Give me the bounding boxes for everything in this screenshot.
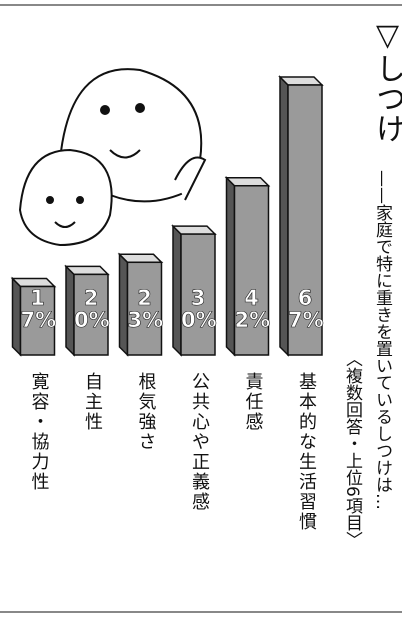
chart-note: 〈複数回答・上位6項目〉: [342, 350, 362, 548]
illustration: [18, 68, 207, 247]
bar-top: [278, 76, 324, 86]
value-label: 23%: [127, 286, 164, 332]
bar: [126, 261, 163, 356]
chart-subtitle: ——家庭で特に重きを置いているしつけは…: [372, 170, 392, 510]
bar-side: [11, 276, 22, 357]
value-label: 30%: [181, 286, 217, 332]
bar-side: [225, 175, 236, 357]
bar-top: [64, 265, 110, 276]
bar-side: [65, 264, 75, 357]
chart-title: ▽しつけ: [370, 18, 402, 143]
x-tick-label: 基本的な生活習慣: [296, 372, 317, 532]
value-label: 42%: [234, 286, 271, 332]
value-label: 17%: [20, 286, 57, 332]
bar: [233, 184, 270, 356]
bar-top: [171, 225, 217, 235]
bar: [73, 273, 109, 356]
x-tick-label: 自主性: [82, 372, 103, 432]
x-tick-label: 責任感: [242, 372, 264, 432]
bar: [19, 285, 56, 356]
bar-side: [279, 75, 289, 357]
bar: [287, 84, 323, 356]
bar-side: [172, 224, 182, 357]
x-tick-label: 公共心や正義感: [189, 372, 210, 512]
value-label: 20%: [74, 286, 110, 332]
bar-top: [224, 176, 271, 187]
bar-top: [117, 253, 164, 264]
bar: [180, 233, 216, 356]
x-tick-label: 根気強さ: [135, 372, 157, 452]
bar-side: [118, 252, 129, 357]
value-label: 67%: [288, 286, 324, 332]
x-tick-label: 寛容・協力性: [28, 372, 50, 492]
